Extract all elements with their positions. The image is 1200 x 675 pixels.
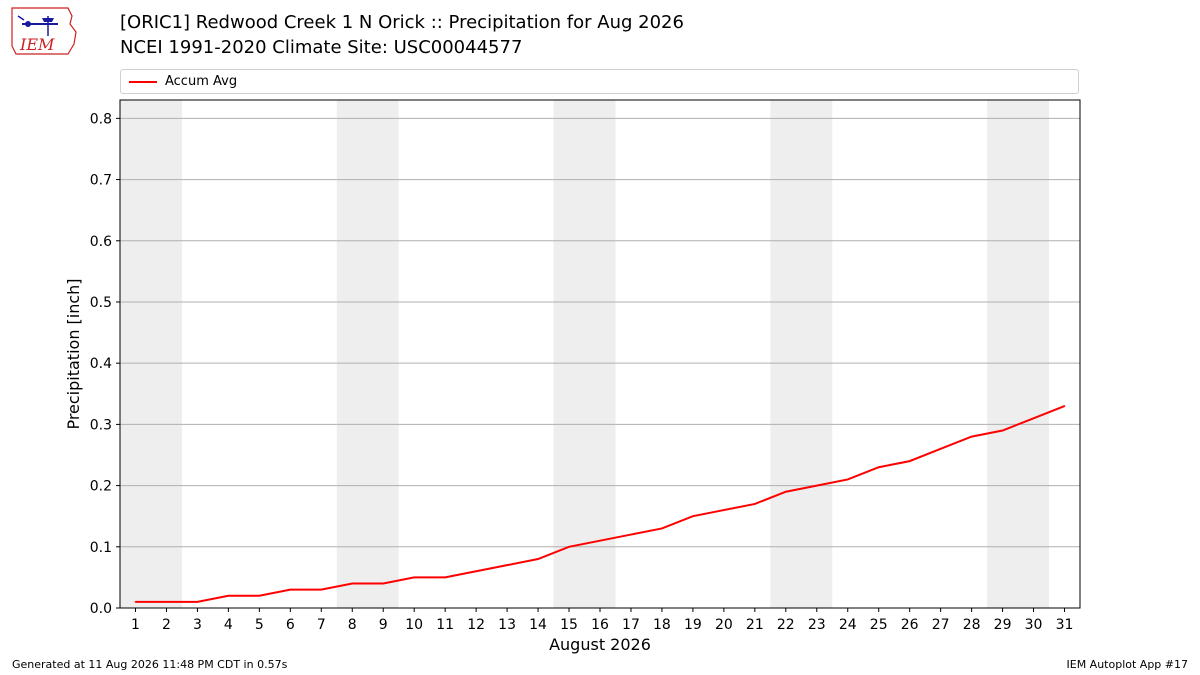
x-tick-label: 3 (193, 617, 202, 633)
x-tick-label: 11 (436, 617, 454, 633)
data-point (568, 545, 570, 548)
x-tick-label: 5 (255, 617, 264, 633)
data-point (939, 448, 942, 450)
x-tick-label: 16 (591, 617, 609, 633)
x-tick-label: 10 (405, 617, 423, 633)
x-tick-label: 28 (963, 617, 981, 633)
x-axis-label: August 2026 (549, 635, 651, 654)
plot-frame (119, 99, 1081, 609)
data-point (723, 509, 725, 511)
x-tick-label: 14 (529, 617, 547, 633)
x-tick-label: 19 (684, 617, 702, 633)
x-tick-label: 31 (1056, 617, 1074, 633)
iem-logo-icon: IEM (11, 7, 77, 55)
data-point (661, 527, 663, 530)
data-point (1001, 429, 1004, 432)
data-point (846, 478, 849, 481)
y-tick-label: 0.1 (90, 540, 112, 556)
data-point (196, 601, 199, 603)
data-point (320, 588, 323, 591)
chart-subtitle: NCEI 1991-2020 Climate Site: USC00044577 (120, 37, 523, 58)
x-tick-label: 30 (1025, 617, 1043, 633)
data-point (227, 594, 230, 597)
y-tick-label: 0.4 (90, 356, 112, 372)
chart-title: [ORIC1] Redwood Creek 1 N Orick :: Preci… (120, 12, 684, 33)
data-point (877, 466, 880, 469)
footer-generated: Generated at 11 Aug 2026 11:48 PM CDT in… (12, 658, 288, 671)
data-point (537, 558, 539, 560)
legend-line-accum-avg (129, 81, 157, 83)
x-tick-label: 9 (379, 617, 388, 633)
iem-logo: IEM (8, 6, 80, 58)
x-tick-label: 7 (317, 617, 326, 633)
data-point (754, 503, 756, 505)
x-tick-label: 13 (498, 617, 516, 633)
x-tick-label: 21 (746, 617, 764, 633)
x-tick-label: 18 (653, 617, 671, 633)
x-tick-label: 1 (131, 617, 140, 633)
y-tick-label: 0.0 (90, 601, 112, 617)
weekend-band (553, 100, 616, 608)
data-point (475, 570, 477, 573)
iem-logo-text: IEM (19, 35, 55, 54)
x-tick-label: 17 (622, 617, 640, 633)
data-point (506, 564, 508, 566)
y-tick-label: 0.6 (90, 234, 112, 250)
x-tick-label: 23 (808, 617, 826, 633)
weekend-band (336, 100, 399, 608)
y-tick-label: 0.2 (90, 479, 112, 495)
data-point (1032, 417, 1035, 420)
weekend-band (987, 100, 1050, 608)
footer-app-id: IEM Autoplot App #17 (1066, 658, 1189, 671)
weekend-band (120, 100, 182, 608)
y-tick-label: 0.7 (90, 173, 112, 189)
data-point (258, 594, 261, 597)
data-point (134, 601, 137, 603)
data-point (970, 435, 973, 438)
data-point (692, 515, 694, 517)
x-tick-label: 2 (162, 617, 171, 633)
weekend-band (770, 100, 833, 608)
x-tick-label: 6 (286, 617, 295, 633)
data-point (289, 588, 292, 591)
y-tick-label: 0.5 (90, 295, 112, 311)
data-point (1063, 405, 1066, 407)
x-tick-label: 4 (224, 617, 233, 633)
data-point (815, 484, 818, 487)
y-tick-label: 0.8 (90, 111, 112, 127)
data-point (908, 460, 911, 462)
x-tick-label: 12 (467, 617, 485, 633)
data-point (165, 601, 168, 603)
x-tick-label: 15 (560, 617, 578, 633)
data-point (599, 539, 601, 542)
data-point (413, 576, 415, 579)
data-point (351, 582, 354, 585)
x-tick-label: 26 (901, 617, 919, 633)
x-tick-label: 25 (870, 617, 888, 633)
x-tick-label: 24 (839, 617, 857, 633)
y-tick-label: 0.3 (90, 417, 112, 433)
data-point (630, 533, 632, 536)
data-point (444, 576, 446, 579)
legend-label-accum-avg: Accum Avg (165, 74, 238, 89)
data-point (785, 490, 787, 493)
x-tick-label: 29 (994, 617, 1012, 633)
data-point (382, 582, 385, 585)
x-tick-label: 8 (348, 617, 357, 633)
legend: Accum Avg (120, 69, 1079, 94)
x-tick-label: 22 (777, 617, 795, 633)
x-tick-label: 20 (715, 617, 733, 633)
x-tick-label: 27 (932, 617, 950, 633)
y-axis-label: Precipitation [inch] (64, 278, 83, 429)
